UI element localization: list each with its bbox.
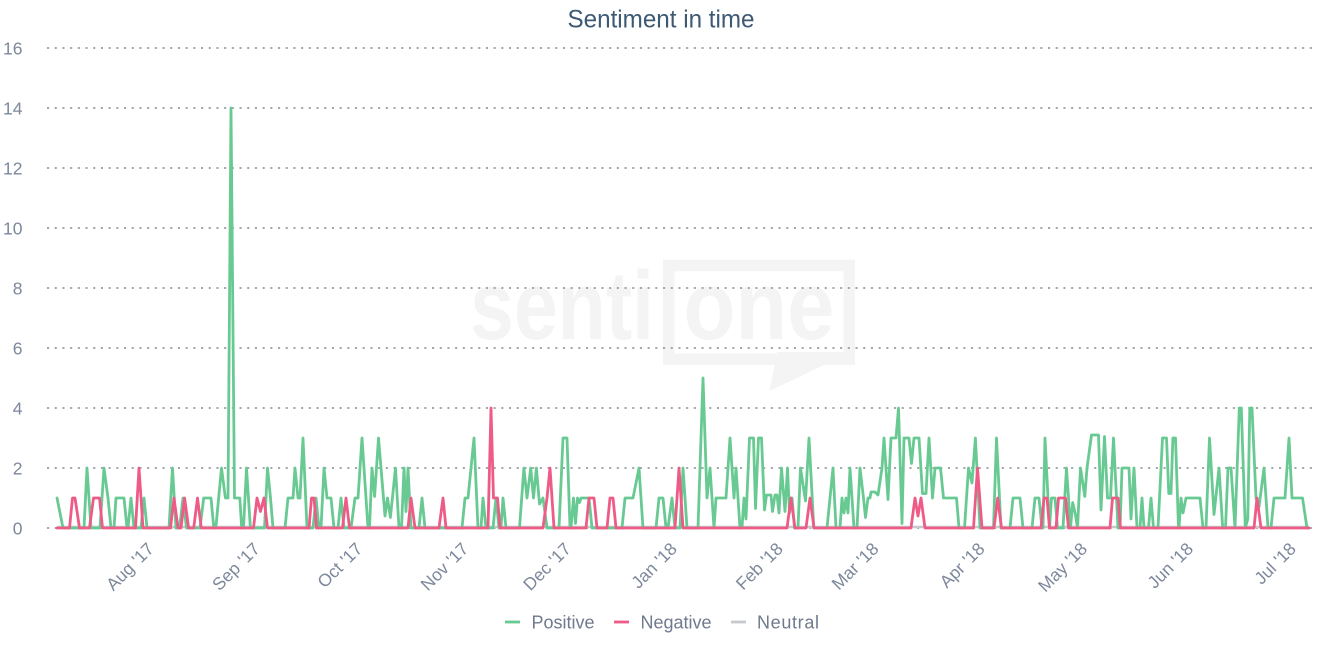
svg-text:Neutral: Neutral: [757, 613, 819, 633]
svg-text:14: 14: [3, 98, 23, 118]
svg-text:Negative: Negative: [641, 613, 712, 633]
svg-text:one: one: [684, 251, 835, 360]
svg-text:Positive: Positive: [532, 613, 595, 633]
svg-text:10: 10: [3, 218, 23, 238]
svg-text:4: 4: [13, 398, 23, 418]
svg-text:senti: senti: [470, 251, 654, 360]
svg-text:0: 0: [13, 518, 23, 538]
svg-text:8: 8: [13, 278, 23, 298]
svg-text:12: 12: [3, 158, 22, 178]
svg-text:2: 2: [13, 458, 23, 478]
svg-text:16: 16: [3, 38, 22, 58]
svg-text:Sentiment in time: Sentiment in time: [568, 6, 755, 34]
svg-text:6: 6: [13, 338, 23, 358]
